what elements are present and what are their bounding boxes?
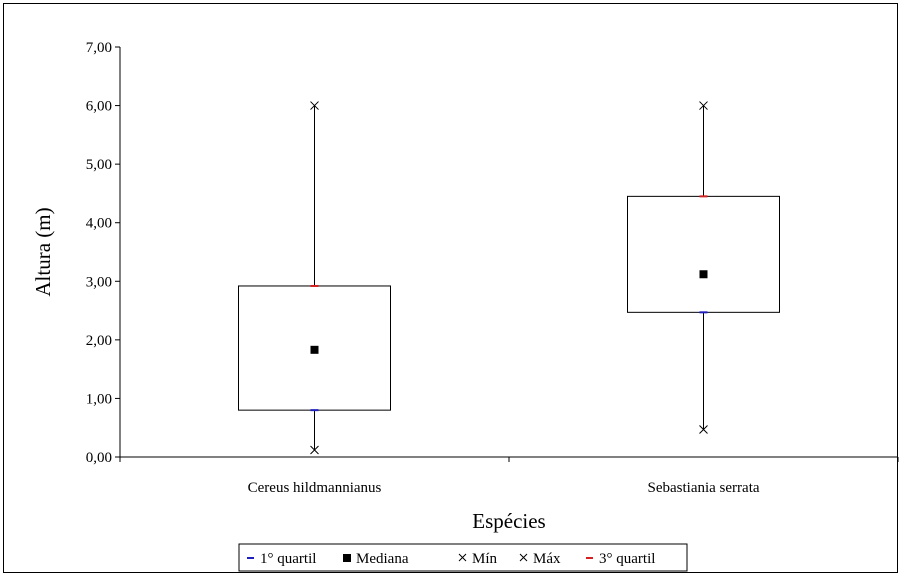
category-label: Sebastiania serrata (647, 480, 759, 496)
y-tick-label: 1,00 (86, 391, 112, 407)
x-axis-title: Espécies (472, 509, 545, 533)
min-marker (310, 445, 319, 455)
max-marker (699, 101, 708, 110)
y-tick-label: 4,00 (86, 216, 112, 232)
legend-label: 3° quartil (599, 551, 655, 567)
legend-label: Mediana (356, 551, 409, 567)
legend-swatch (519, 553, 528, 562)
y-ticks: 0,00 1,00 2,00 3,00 4,00 5,00 6,00 7,00 (86, 40, 120, 466)
legend-swatch (458, 553, 467, 562)
legend: 1° quartil Mediana Mín Máx 3° quartil (238, 543, 688, 572)
y-tick-label: 0,00 (86, 450, 112, 466)
legend-label: Mín (472, 551, 498, 567)
category-label: Cereus hildmannianus (248, 480, 382, 496)
box (627, 195, 780, 313)
y-tick-label: 2,00 (86, 333, 112, 349)
y-tick-label: 7,00 (86, 40, 112, 56)
max-marker (310, 101, 319, 110)
legend-label: 1° quartil (260, 551, 316, 567)
min-marker (699, 425, 708, 434)
y-axis-title: Altura (m) (31, 207, 55, 296)
legend-swatch (343, 554, 351, 562)
y-tick-label: 5,00 (86, 157, 112, 173)
x-categories: Cereus hildmannianus Sebastiania serrata (119, 457, 899, 496)
y-tick-label: 6,00 (86, 99, 112, 115)
median-marker (699, 270, 708, 279)
y-tick-label: 3,00 (86, 274, 112, 290)
legend-label: Máx (533, 551, 561, 567)
median-marker (310, 345, 319, 354)
axes (119, 47, 898, 458)
boxes (238, 101, 780, 455)
